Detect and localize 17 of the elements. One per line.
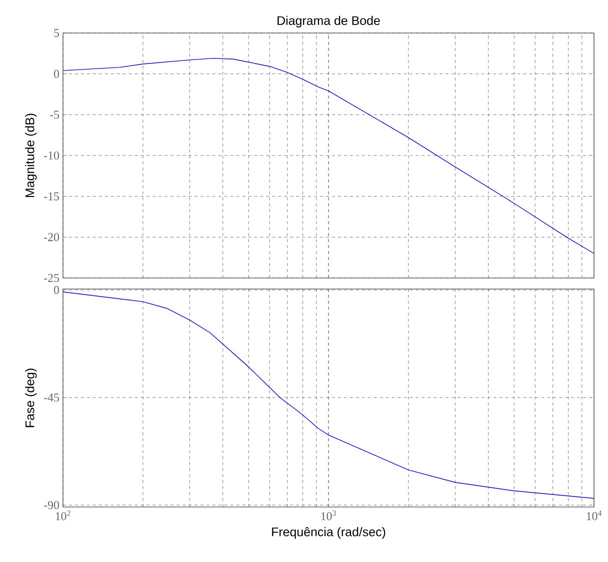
y-axis-title: Magnitude (dB) [25, 114, 37, 198]
y-tick-label: -25 [44, 274, 60, 282]
y-tick-label: 0 [54, 70, 60, 78]
x-tick-label: 10$^{3}$ [321, 510, 336, 520]
x-tick-label: 10$^{2}$ [56, 510, 70, 520]
y-tick-label: 5 [54, 29, 60, 37]
y-tick-label: -15 [44, 192, 60, 200]
y-tick-label: -5 [50, 110, 60, 119]
y-tick-label: -10 [44, 151, 60, 160]
chart-title: Diagrama de Bode [278, 16, 380, 28]
x-tick-label: 10$^{4}$ [586, 510, 602, 520]
y-tick-label: -20 [44, 233, 60, 242]
y-tick-label: -90 [44, 501, 60, 510]
y-tick-label: 0 [54, 286, 60, 294]
x-axis-title: Frequência (rad/sec) [272, 527, 386, 539]
y-tick-label: -45 [44, 394, 60, 402]
y-axis-title: Fase (deg) [25, 368, 37, 428]
